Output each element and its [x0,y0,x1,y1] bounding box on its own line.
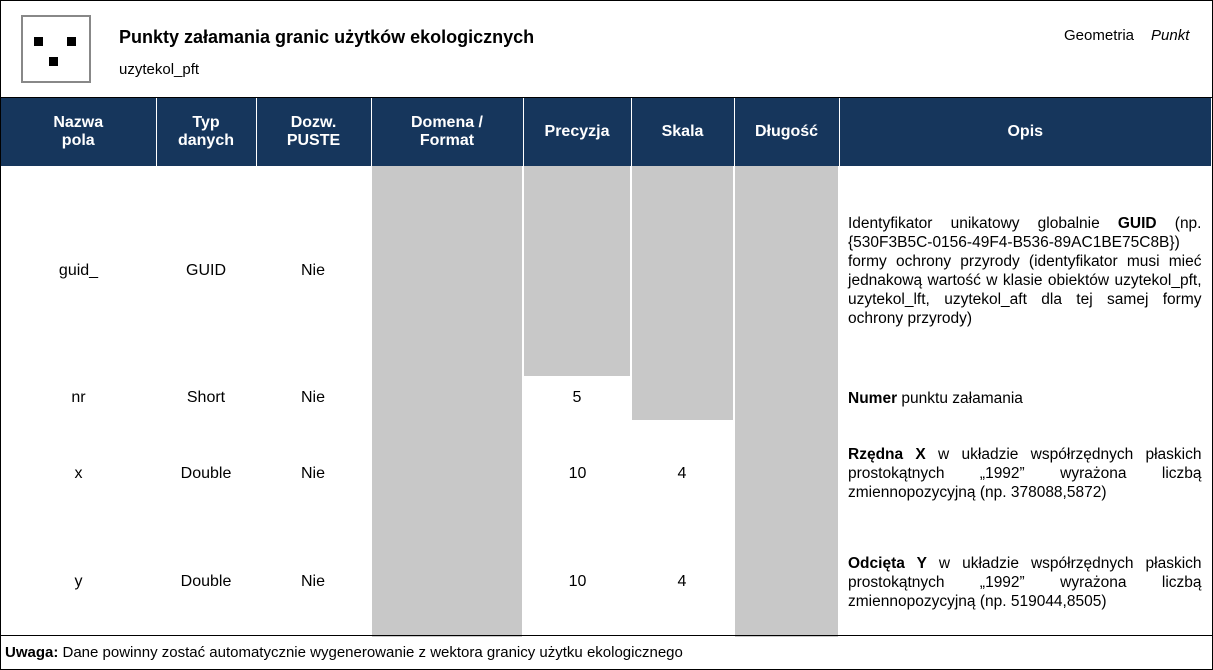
description-text: Odcięta Y [848,554,927,572]
table-cell: x [74,464,83,482]
header-text: Dozw. [290,114,337,131]
table-cell: Nie [300,573,325,590]
header-text: Skala [661,123,704,140]
description-text: GUID [1117,215,1157,232]
description-cell: Odcięta Y w układzie współrzędnych płask… [839,527,1212,637]
table-cell: Nie [300,389,325,406]
empty-cell [370,166,524,376]
empty-cell [630,166,735,376]
column-header: Skala [631,98,735,166]
empty-cell [370,376,524,420]
table-cell: 5 [572,389,582,406]
column-header: Długość [734,98,840,166]
note: Uwaga: Dane powinny zostać automatycznie… [1,635,1212,669]
description-text: punktu załamania [897,389,1023,407]
empty-cell [733,166,840,376]
table-cell: 10 [568,573,587,590]
subtitle: uzytekol_pft [119,61,200,78]
geometry-label: Geometria [1064,27,1135,44]
header-text: Domena / [410,114,483,131]
header-text: Typ [192,114,220,131]
column-header: Nazwa pola [1,98,157,166]
table-cell: Double [180,573,232,590]
note-text: Dane powinny zostać automatycznie wygene… [58,644,683,661]
column-header: Typ danych [156,98,257,166]
header-text: danych [177,132,234,149]
table-cell: Nie [300,464,325,482]
table-cell: 10 [568,464,587,482]
note-label: Uwaga: [5,644,59,661]
empty-cell [630,376,735,420]
icon [21,15,91,83]
title: Punkty załamania granic użytków ekologic… [119,27,535,47]
table-cell: guid_ [58,262,99,279]
description-text: Rzędna X [848,446,926,463]
description-cell: Identyfikator unikatowy globalnie GUID (… [839,166,1212,376]
header-text: Opis [1007,123,1044,140]
header-text: pola [61,132,95,149]
table-row: nr Short Nie 5 Numer punktu załamania [1,376,1212,420]
table-cell: nr [71,389,86,406]
header-text: PUSTE [286,132,341,149]
empty-cell [733,527,840,637]
column-header: Dozw. PUSTE [256,98,372,166]
header: Punkty załamania granic użytków ekologic… [1,1,1212,98]
description-text: Identyfikator unikatowy globalnie [848,215,1118,232]
empty-cell [733,420,840,527]
table-cell: Double [180,464,232,482]
description-text: w układzie współrzędnych płaskich prosto… [848,446,1202,501]
table-row: guid_ GUID Nie Identyfikator unikatowy glob… [1,166,1212,376]
empty-cell [522,166,632,376]
description-text: Numer [848,389,898,407]
table-cell: Short [186,389,226,406]
table-cell: GUID [186,262,226,279]
geometry-value: Punkt [1151,27,1190,44]
column-header: Domena / Format [371,98,524,166]
header-text: Nazwa [53,114,104,131]
table-row: y Double Nie 10 4 Odcięta Y w układzie współr… [1,527,1212,637]
table-cell: 4 [677,464,687,482]
column-header: Precyzja [523,98,632,166]
description-cell: Numer punktu załamania [839,376,1212,420]
header-text: Długość [754,123,819,140]
table-cell: y [74,573,83,590]
table-row: x Double Nie 10 4 Rzędna X w układzie współrz… [1,420,1212,527]
column-header: Opis [839,98,1212,166]
empty-cell [370,527,524,637]
table-cell: 4 [677,573,687,590]
header-text: Precyzja [544,123,610,140]
table-cell: Nie [300,262,325,279]
empty-cell [733,376,840,420]
description-text: w układzie współrzędnych płaskich prosto… [848,554,1202,610]
description-cell: Rzędna X w układzie współrzędnych płaski… [839,420,1212,527]
empty-cell [370,420,524,527]
header-text: Format [419,132,475,149]
description-text: (np. {530F3B5C-0156-49F4-B536-89AC1BE75C… [848,215,1202,327]
fields-table: Nazwa pola Typ danych Dozw. PUSTE Domena / Form… [1,98,1212,637]
